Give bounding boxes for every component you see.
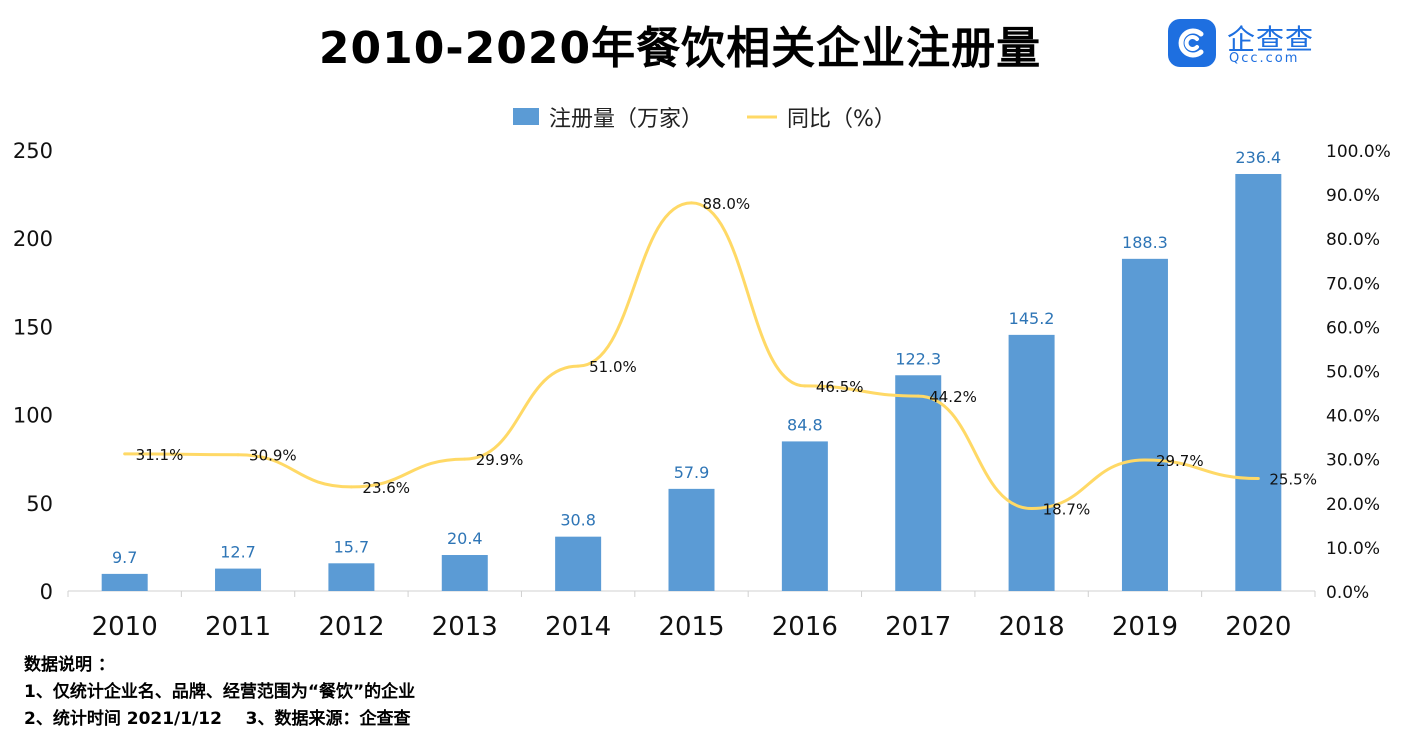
- line-value-label: 51.0%: [589, 358, 637, 376]
- chart-title: 2010-2020年餐饮相关企业注册量: [318, 23, 1042, 74]
- bar-value-label: 20.4: [447, 529, 483, 548]
- right-tick-label: 30.0%: [1326, 451, 1380, 471]
- bar: [441, 555, 488, 591]
- right-tick-label: 100.0%: [1326, 142, 1391, 162]
- line-value-label: 46.5%: [816, 378, 864, 396]
- bar: [1121, 258, 1168, 591]
- line-value-label: 23.6%: [362, 479, 410, 497]
- bar: [781, 441, 828, 591]
- left-axis: 0 50 100 150 200 250: [13, 139, 53, 604]
- x-tick-label: 2018: [999, 612, 1065, 642]
- right-tick-label: 10.0%: [1326, 539, 1380, 559]
- legend-line-label: 同比（%）: [787, 107, 896, 132]
- bar-value-label: 57.9: [674, 463, 710, 482]
- line-value-label: 31.1%: [136, 446, 184, 464]
- bar-value-label: 12.7: [220, 543, 256, 562]
- x-tick-label: 2019: [1112, 612, 1178, 642]
- line-value-label: 88.0%: [703, 195, 751, 213]
- bar-value-label: 9.7: [112, 548, 137, 567]
- right-tick-label: 90.0%: [1326, 186, 1380, 206]
- bar-value-label: 145.2: [1009, 309, 1055, 328]
- line-value-label: 25.5%: [1269, 471, 1317, 489]
- x-tick-label: 2017: [885, 612, 951, 642]
- qcc-logo-icon: [1168, 19, 1216, 67]
- line-point: [236, 453, 240, 457]
- left-tick-label: 100: [13, 404, 53, 428]
- x-tick-label: 2020: [1225, 612, 1291, 642]
- line-point: [690, 201, 693, 205]
- right-tick-label: 70.0%: [1326, 274, 1380, 294]
- right-tick-label: 60.0%: [1326, 318, 1380, 338]
- bar-value-label: 188.3: [1122, 233, 1168, 252]
- bar-labels: 9.7 12.7 15.7 20.4 30.8 57.9 84.8 122.3 145.2 188…: [112, 148, 1281, 567]
- bar: [555, 536, 602, 591]
- notes-heading: 数据说明 ：: [24, 655, 115, 675]
- line-value-label: 18.7%: [1043, 501, 1091, 519]
- bar-value-label: 122.3: [895, 349, 941, 368]
- bar: [101, 573, 148, 591]
- line-point: [916, 394, 920, 398]
- line-point: [1030, 507, 1034, 511]
- left-tick-label: 50: [26, 492, 53, 516]
- line-value-label: 44.2%: [929, 388, 977, 406]
- bar: [668, 488, 715, 591]
- line-point: [1143, 458, 1147, 462]
- line-point: [803, 384, 807, 388]
- line-point: [576, 364, 580, 368]
- legend: 注册量（万家） 同比（%）: [513, 107, 896, 132]
- bar-value-label: 15.7: [334, 537, 370, 556]
- line-point: [123, 452, 127, 456]
- bar: [1008, 334, 1055, 591]
- bar: [328, 563, 375, 591]
- yoy-line: [124, 201, 1259, 511]
- chart: 注册量（万家） 同比（%） 0 50 100 150 200 250 0.0% 10.0% 20…: [13, 107, 1391, 642]
- left-tick-label: 250: [13, 139, 53, 163]
- logo-name: 企查查: [1227, 23, 1315, 56]
- x-tick-label: 2013: [432, 612, 498, 642]
- x-tick-label: 2012: [318, 612, 384, 642]
- legend-bar-label: 注册量（万家）: [549, 107, 703, 132]
- x-tick-label: 2015: [658, 612, 724, 642]
- right-tick-label: 80.0%: [1326, 230, 1380, 250]
- bar: [1235, 173, 1282, 591]
- line-value-label: 29.9%: [476, 451, 524, 469]
- left-tick-label: 150: [13, 315, 53, 339]
- logo-domain: Qcc.com: [1229, 51, 1300, 66]
- line-point: [1256, 477, 1260, 481]
- x-tick-label: 2010: [92, 612, 158, 642]
- x-tick-label: 2014: [545, 612, 611, 642]
- line-series: [123, 201, 1260, 511]
- left-tick-label: 0: [40, 580, 53, 604]
- data-notes: 数据说明 ： 1、仅统计企业名、品牌、经营范围为“餐饮”的企业 2、统计时间 2…: [24, 652, 415, 733]
- qcc-logo: 企查查 Qcc.com: [1167, 18, 1327, 68]
- bar-value-label: 84.8: [787, 415, 823, 434]
- right-tick-label: 40.0%: [1326, 407, 1380, 427]
- x-axis: 2010 2011 2012 2013 2014 2015 2016 2017 2018 2019…: [67, 590, 1316, 642]
- line-point: [463, 457, 467, 461]
- left-tick-label: 200: [13, 227, 53, 251]
- bar: [895, 375, 942, 591]
- line-point: [349, 485, 353, 489]
- right-axis: 0.0% 10.0% 20.0% 30.0% 40.0% 50.0% 60.0% 70.0% 8…: [1326, 142, 1391, 603]
- bar-series: [101, 173, 1282, 591]
- right-tick-label: 50.0%: [1326, 363, 1380, 383]
- notes-line-2: 2、统计时间 2021/1/12 3、数据来源：企查查: [24, 709, 411, 729]
- line-value-label: 29.7%: [1156, 452, 1204, 470]
- legend-bar-swatch: [513, 108, 539, 125]
- bar: [215, 568, 262, 591]
- line-value-label: 30.9%: [249, 447, 297, 465]
- bar-value-label: 30.8: [560, 511, 596, 530]
- right-tick-label: 20.0%: [1326, 495, 1380, 515]
- right-tick-label: 0.0%: [1326, 583, 1369, 603]
- notes-line-1: 1、仅统计企业名、品牌、经营范围为“餐饮”的企业: [24, 682, 416, 702]
- x-tick-label: 2011: [205, 612, 271, 642]
- line-labels: 31.1% 30.9% 23.6% 29.9% 51.0% 88.0% 46.5% 44.2%…: [136, 195, 1317, 519]
- bar-value-label: 236.4: [1235, 148, 1281, 167]
- x-tick-label: 2016: [772, 612, 838, 642]
